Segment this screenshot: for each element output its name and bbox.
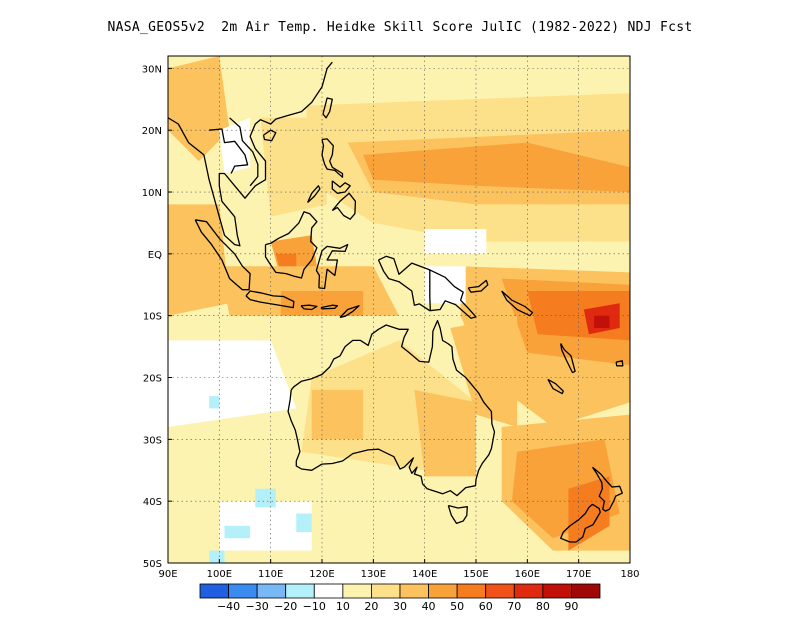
- shade-thailand-low: [219, 117, 251, 174]
- new-britain-coast: [467, 279, 489, 293]
- nz-north-coast: [591, 466, 623, 512]
- colorbar-swatch: [285, 583, 315, 599]
- colorbar-swatch: [371, 583, 401, 599]
- colorbar-swatch: [428, 583, 458, 599]
- lat-tick-label: 10S: [143, 312, 162, 323]
- lon-tick-label: 90E: [158, 569, 177, 580]
- lat-tick-label: 30N: [142, 64, 162, 75]
- shade-australia-southeast: [414, 389, 476, 477]
- shade-myanmar-land: [168, 56, 230, 162]
- shade-west-pacific-core: [363, 142, 630, 192]
- colorbar-swatch: [456, 583, 487, 599]
- colorbar-label: 60: [479, 600, 493, 613]
- laos-vietnam-borders: [229, 117, 259, 187]
- timor-coast: [339, 305, 360, 319]
- colorbar-swatch: [571, 583, 601, 599]
- map-title: NASA_GEOS5v2 2m Air Temp. Heidke Skill S…: [107, 20, 693, 35]
- visayas-coast: [331, 180, 351, 194]
- colorbar-swatch: [542, 583, 572, 599]
- lon-tick-label: 170E: [566, 569, 591, 580]
- lon-tick-label: 180: [620, 569, 639, 580]
- lat-tick-label: 50S: [143, 559, 162, 570]
- vanuatu-coast: [560, 343, 576, 374]
- shade-equatorial-low: [424, 229, 487, 254]
- java-coast: [245, 290, 295, 309]
- lon-tick-label: 120E: [309, 569, 334, 580]
- shade-southern-indian-low: [168, 340, 297, 427]
- coastlines: [168, 61, 624, 543]
- colorbar-swatch: [199, 583, 229, 599]
- shade-south-pacific-extreme: [594, 315, 610, 328]
- sulawesi-coast: [315, 243, 349, 290]
- thai-borders: [209, 128, 249, 174]
- nz-south-coast: [560, 503, 601, 543]
- lat-tick-label: EQ: [148, 250, 162, 261]
- colorbar-swatch: [313, 583, 344, 599]
- palawan-coast: [307, 185, 321, 203]
- shade-negative-4: [209, 550, 225, 563]
- axis-ticks: 90E 100E 110E 120E 130E 140E 150E 160E 170E 180 30…: [142, 64, 640, 580]
- new-caledonia-coast: [547, 378, 564, 395]
- shade-negative-1: [255, 488, 276, 508]
- lon-tick-label: 160E: [515, 569, 540, 580]
- colorbar-label: −20: [274, 600, 297, 613]
- lon-tick-label: 150E: [463, 569, 488, 580]
- sumatra-coast: [194, 219, 251, 291]
- luzon-coast: [321, 138, 344, 178]
- lat-tick-label: 30S: [143, 435, 162, 446]
- colorbar-label: 50: [450, 600, 464, 613]
- lon-tick-label: 140E: [412, 569, 437, 580]
- shade-coral-sea: [450, 315, 518, 427]
- lon-tick-label: 110E: [258, 569, 283, 580]
- colorbar-swatch: [342, 583, 372, 599]
- colorbar-label: 40: [422, 600, 436, 613]
- colorbar-label: 80: [536, 600, 550, 613]
- shade-australia-west: [311, 389, 364, 440]
- shade-negative-5: [209, 396, 220, 409]
- png-indonesia-border: [429, 269, 431, 311]
- colorbar-label: 10: [336, 600, 350, 613]
- hainan-coast: [262, 129, 277, 142]
- fiji-coast: [615, 360, 624, 367]
- colorbar-swatch: [399, 583, 429, 599]
- colorbar-label: −10: [303, 600, 326, 613]
- colorbar: −40 −30 −20 −10 10 20 30 40 50 60 70 80 90: [199, 583, 601, 613]
- lat-tick-label: 20S: [143, 374, 162, 385]
- colorbar-swatch: [485, 583, 515, 599]
- skill-score-shading: [168, 56, 630, 563]
- taiwan-coast: [322, 97, 333, 119]
- colorbar-label: 20: [364, 600, 378, 613]
- colorbar-swatch: [228, 583, 258, 599]
- tasmania-coast: [447, 504, 468, 525]
- flores-coast: [320, 304, 339, 310]
- shade-negative-3: [296, 513, 312, 533]
- colorbar-label: 70: [507, 600, 521, 613]
- mindanao-coast: [331, 192, 357, 220]
- lat-lon-grid: [168, 56, 630, 563]
- colorbar-label: −30: [246, 600, 269, 613]
- map-frame: [167, 55, 631, 564]
- australia-coast: [287, 319, 496, 497]
- colorbar-label: 30: [393, 600, 407, 613]
- lon-tick-label: 130E: [361, 569, 386, 580]
- mainland-asia-coast: [168, 61, 333, 247]
- colorbar-swatch: [513, 583, 544, 599]
- lon-tick-label: 100E: [207, 569, 232, 580]
- solomons-coast: [501, 290, 534, 317]
- lat-tick-label: 10N: [142, 188, 162, 199]
- colorbar-label: 90: [564, 600, 578, 613]
- shade-timor-sea: [280, 291, 364, 316]
- shade-negative-2: [224, 525, 251, 539]
- lat-tick-label: 40S: [143, 497, 162, 508]
- new-guinea-coast: [377, 255, 477, 319]
- colorbar-swatch: [256, 583, 287, 599]
- lat-tick-label: 20N: [142, 126, 162, 137]
- shade-new-guinea-low: [424, 266, 466, 304]
- colorbar-label: −40: [217, 600, 240, 613]
- borneo-coast: [264, 211, 318, 279]
- sumbawa-coast: [300, 304, 318, 311]
